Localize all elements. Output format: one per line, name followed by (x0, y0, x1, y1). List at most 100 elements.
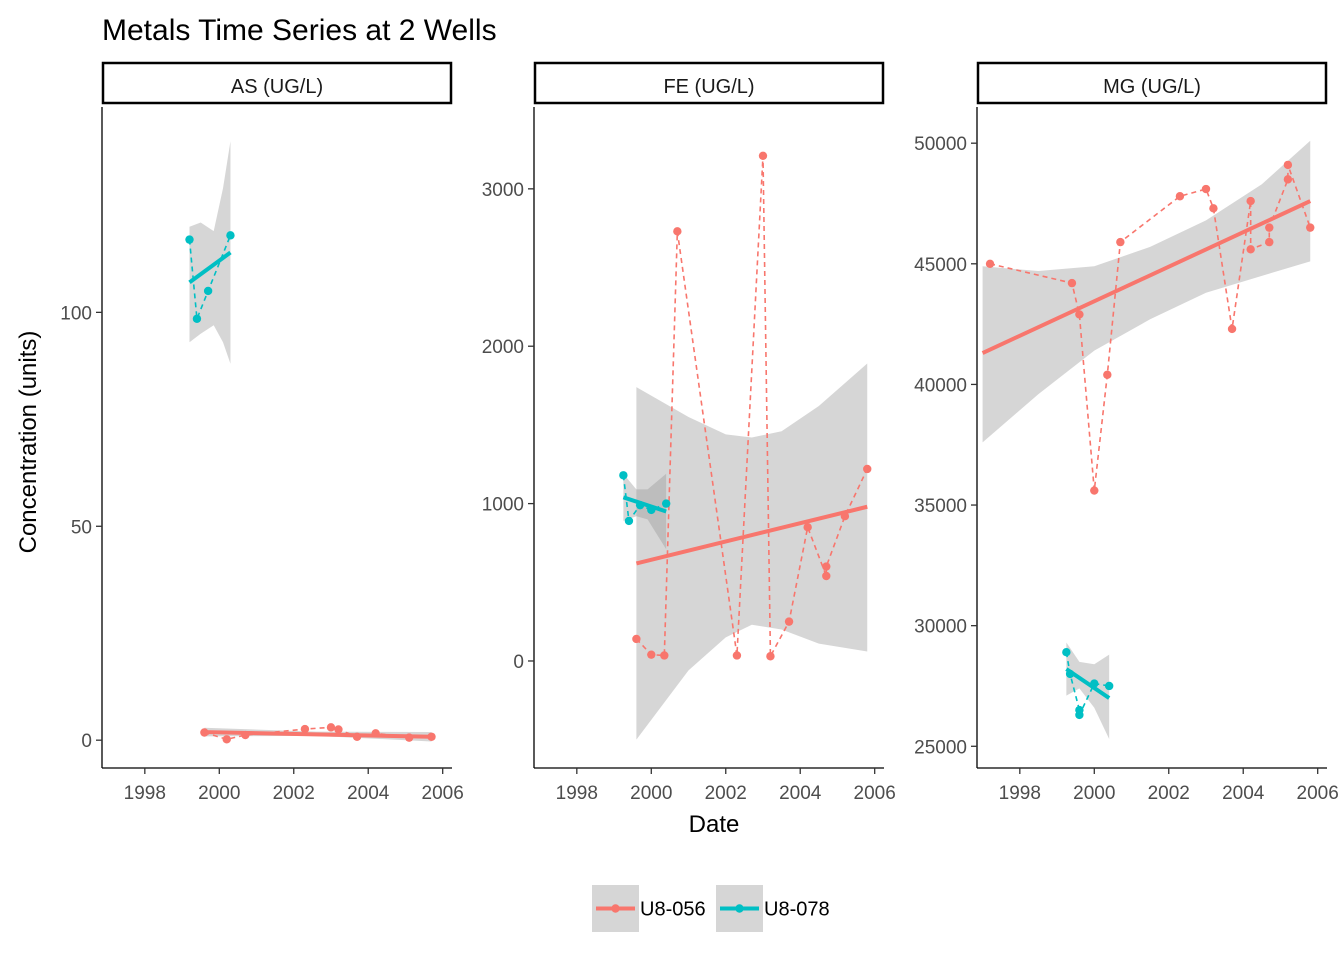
point-U8-056-5 (758, 151, 768, 160)
point-U8-056-1 (222, 735, 231, 744)
x-tick-label: 2004 (1222, 783, 1265, 804)
x-tick-label: 2002 (273, 783, 315, 804)
point-U8-056-8 (1209, 204, 1218, 213)
point-U8-078-0 (185, 235, 194, 244)
point-U8-056-11 (1246, 245, 1255, 254)
point-U8-078-1 (1065, 669, 1075, 679)
x-tick-label: 2000 (630, 783, 672, 804)
point-U8-078-2 (203, 286, 213, 296)
point-U8-056-15 (1283, 160, 1293, 170)
point-U8-056-3 (1090, 486, 1099, 495)
y-tick-label: 30000 (914, 617, 967, 638)
panel-1: FE (UG/L) 0 1000 2000 3000 1998 2000 2002 2004 20… (482, 61, 896, 804)
point-U8-056-10 (1246, 196, 1255, 206)
point-U8-056-3 (673, 227, 682, 236)
point-U8-056-9 (1227, 324, 1237, 334)
panel-0: AS (UG/L) 0 50 100 1998 2000 2002 2004 2006 (60, 61, 464, 804)
point-U8-056-1 (1067, 278, 1077, 288)
x-tick-label: 1998 (999, 783, 1041, 804)
point-U8-056-6 (352, 732, 362, 741)
legend-label: U8-078 (764, 899, 830, 921)
trend-line-U8-078 (188, 250, 232, 285)
point-U8-056-10 (822, 562, 831, 571)
confidence-band-U8-078 (623, 473, 667, 550)
x-tick-label: 2002 (1148, 783, 1190, 804)
point-U8-078-1 (624, 516, 634, 526)
point-U8-078-4 (1090, 679, 1099, 688)
confidence-band-U8-056 (982, 140, 1311, 443)
chart-title: Metals Time Series at 2 Wells (102, 14, 497, 47)
point-U8-056-0 (200, 728, 209, 737)
point-U8-078-0 (1062, 648, 1071, 657)
plot-area (619, 151, 872, 740)
point-U8-056-12 (863, 464, 872, 474)
point-U8-056-5 (1116, 237, 1125, 247)
x-axis-title: Date (689, 811, 740, 838)
legend-entry-U8-056: U8-056 (592, 885, 706, 932)
point-U8-056-8 (803, 523, 812, 532)
point-U8-056-13 (1265, 223, 1274, 232)
trend-line-U8-078 (622, 495, 667, 514)
point-U8-056-6 (1175, 192, 1185, 201)
point-U8-056-14 (1283, 175, 1293, 184)
y-tick-label: 2000 (482, 337, 524, 358)
point-U8-056-8 (404, 733, 414, 742)
x-tick-label: 2004 (347, 783, 390, 804)
point-U8-056-12 (1265, 237, 1274, 247)
point-U8-078-1 (192, 314, 202, 323)
x-tick-label: 2006 (1297, 783, 1339, 804)
y-tick-label: 45000 (914, 255, 967, 276)
point-U8-056-3 (300, 724, 310, 734)
confidence-band-U8-078 (1066, 642, 1110, 740)
y-tick-label: 35000 (914, 496, 967, 517)
strip-label: AS (UG/L) (231, 76, 323, 98)
point-U8-056-0 (632, 634, 641, 644)
point-U8-056-9 (427, 732, 436, 741)
y-tick-label: 50 (71, 517, 92, 538)
trend-line-U8-056 (981, 199, 1312, 355)
point-U8-056-0 (985, 259, 995, 269)
y-tick-label: 25000 (914, 737, 967, 758)
y-tick-label: 3000 (482, 180, 524, 201)
point-U8-056-2 (1075, 310, 1084, 319)
strip-box (533, 61, 885, 105)
y-tick-label: 1000 (482, 495, 524, 516)
x-tick-label: 2000 (1073, 783, 1115, 804)
point-U8-078-2 (635, 500, 645, 510)
point-U8-056-11 (840, 511, 850, 521)
y-tick-label: 100 (60, 303, 92, 324)
point-U8-056-5 (334, 725, 343, 734)
point-U8-056-4 (1103, 370, 1112, 379)
point-U8-056-9 (822, 571, 831, 581)
x-tick-label: 1998 (124, 783, 166, 804)
point-U8-056-7 (371, 729, 380, 738)
y-axis-title: Concentration (units) (15, 331, 42, 554)
plot-area (981, 140, 1315, 740)
point-U8-056-7 (784, 617, 794, 626)
point-U8-056-2 (660, 651, 669, 660)
y-tick-label: 50000 (914, 134, 967, 155)
x-tick-label: 2006 (854, 783, 896, 804)
y-tick-label: 0 (513, 652, 524, 673)
point-U8-056-7 (1201, 184, 1211, 194)
legend-key-point (611, 904, 620, 913)
legend-key-point (735, 904, 744, 913)
legend-entry-U8-078: U8-078 (716, 885, 830, 932)
y-tick-label: 40000 (914, 375, 967, 396)
point-U8-056-6 (766, 652, 775, 661)
point-U8-078-5 (1104, 681, 1114, 691)
trend-line-U8-056 (635, 504, 868, 566)
confidence-band-U8-078 (189, 141, 231, 364)
point-U8-056-4 (732, 651, 742, 660)
x-tick-label: 1998 (556, 783, 598, 804)
strip-label: MG (UG/L) (1103, 76, 1201, 98)
legend: U8-056 U8-078 (592, 885, 830, 932)
point-U8-056-16 (1306, 223, 1315, 232)
x-tick-label: 2004 (779, 783, 822, 804)
x-tick-label: 2002 (705, 783, 747, 804)
point-U8-078-0 (619, 471, 628, 480)
strip-box (101, 61, 453, 105)
legend-label: U8-056 (640, 899, 706, 921)
